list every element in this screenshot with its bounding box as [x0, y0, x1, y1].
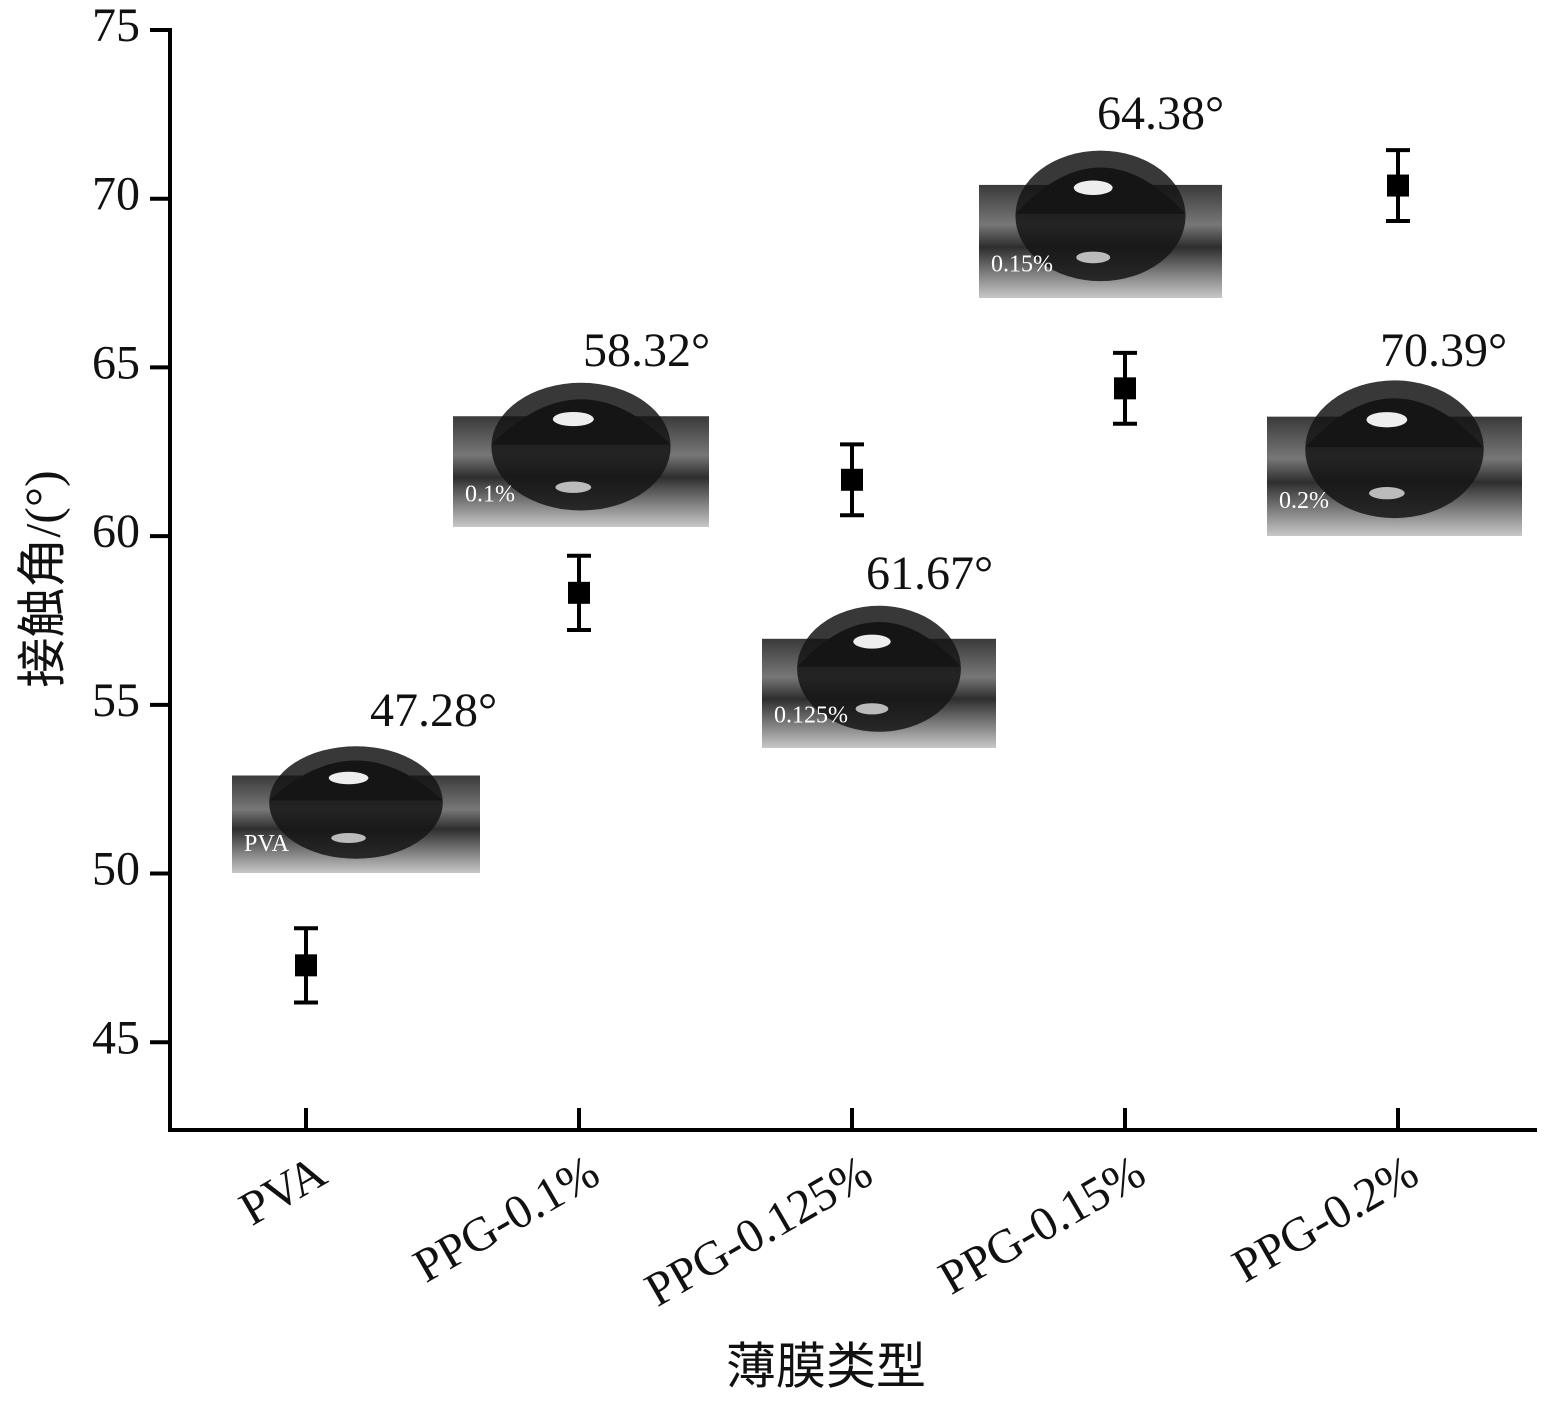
droplet-highlight [1369, 487, 1405, 500]
y-tick-label: 65 [92, 336, 140, 389]
inset-label: 0.1% [465, 481, 515, 507]
inset-label: 0.15% [991, 252, 1053, 278]
value-label: 61.67° [866, 547, 993, 600]
droplet-highlight [552, 411, 594, 427]
droplet-highlight [1366, 412, 1408, 428]
y-tick-label: 45 [92, 1011, 140, 1064]
droplet-highlight [1073, 180, 1113, 196]
x-axis-title: 薄膜类型 [726, 1338, 926, 1394]
inset-label: 0.2% [1279, 488, 1329, 514]
inset-label: 0.125% [774, 703, 848, 729]
y-tick-label: 70 [92, 168, 140, 221]
droplet-reflection [269, 746, 443, 859]
marker [568, 581, 590, 604]
droplet-reflection [1015, 150, 1186, 282]
value-label: 64.38° [1097, 87, 1224, 140]
value-label: 70.39° [1380, 324, 1507, 377]
value-label: 47.28° [370, 684, 497, 737]
droplet-highlight [855, 703, 889, 715]
x-tick-label: PPG-0.125% [636, 1145, 881, 1317]
insets: PVA 0.1% 0.125% 0.15% 0.2% [232, 150, 1522, 873]
x-tick-label: PPG-0.1% [405, 1145, 608, 1293]
y-tick-label: 55 [92, 674, 140, 727]
x-tick-label: PPG-0.15% [930, 1145, 1154, 1305]
droplet-highlight [328, 771, 369, 785]
value-label: 58.32° [583, 324, 710, 377]
droplet-reflection [491, 382, 671, 511]
x-tick-label: PVA [231, 1145, 336, 1236]
droplet-highlight [1076, 251, 1111, 264]
droplet-highlight [555, 481, 592, 493]
marker [1387, 174, 1409, 197]
marker [841, 468, 863, 491]
x-tick-label: PPG-0.2% [1224, 1145, 1427, 1293]
droplet-reflection [1305, 380, 1484, 519]
y-tick-label: 60 [92, 505, 140, 558]
droplet-highlight [331, 833, 366, 843]
marker [295, 954, 317, 977]
marker [1114, 377, 1136, 400]
y-axis-title: 接触角/(°) [14, 470, 70, 687]
y-tick-label: 75 [92, 0, 140, 52]
inset-label: PVA [244, 831, 290, 857]
droplet-highlight [853, 634, 891, 649]
droplet-reflection [797, 605, 961, 732]
y-tick-label: 50 [92, 843, 140, 896]
